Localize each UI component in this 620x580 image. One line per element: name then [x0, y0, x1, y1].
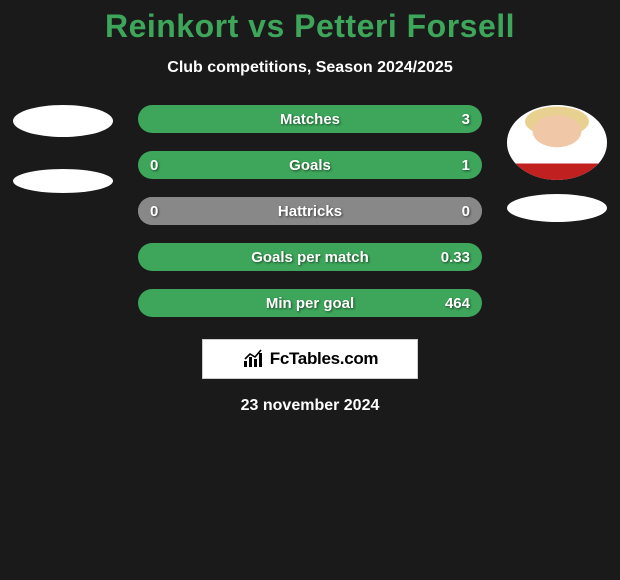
- stat-label: Matches: [280, 111, 340, 128]
- stat-right-value: 464: [445, 295, 470, 312]
- stats-column: Matches 3 0 Goals 1 0 Hattricks 0 Goals per matc…: [138, 105, 482, 317]
- date-label: 23 november 2024: [241, 397, 380, 415]
- footer: FcTables.com 23 november 2024: [0, 339, 620, 415]
- player-right-col: [502, 105, 612, 222]
- stat-label: Goals per match: [251, 249, 369, 266]
- fctables-logo: FcTables.com: [202, 339, 418, 379]
- comparison-area: Matches 3 0 Goals 1 0 Hattricks 0 Goals per matc…: [0, 105, 620, 317]
- player-left-club-badge: [13, 169, 113, 193]
- player-right-club-badge: [507, 194, 607, 222]
- stat-label: Goals: [289, 157, 331, 174]
- stat-right-value: 0: [462, 203, 470, 220]
- player-right-photo: [507, 105, 607, 180]
- stat-row: 0 Hattricks 0: [138, 197, 482, 225]
- stat-row: 0 Goals 1: [138, 151, 482, 179]
- logo-text: FcTables.com: [270, 349, 379, 369]
- player-left-col: [8, 105, 118, 193]
- stat-row: Goals per match 0.33: [138, 243, 482, 271]
- stat-left-value: 0: [150, 203, 158, 220]
- stat-right-value: 0.33: [441, 249, 470, 266]
- stat-row: Matches 3: [138, 105, 482, 133]
- stat-left-value: 0: [150, 157, 158, 174]
- stat-right-value: 3: [462, 111, 470, 128]
- stat-label: Hattricks: [278, 203, 342, 220]
- stat-right-value: 1: [462, 157, 470, 174]
- player-right-avatar: [507, 105, 607, 180]
- stat-label: Min per goal: [266, 295, 354, 312]
- page-title: Reinkort vs Petteri Forsell: [0, 8, 620, 45]
- player-left-avatar: [13, 105, 113, 137]
- subtitle: Club competitions, Season 2024/2025: [0, 59, 620, 77]
- stat-row: Min per goal 464: [138, 289, 482, 317]
- chart-icon: [242, 349, 266, 369]
